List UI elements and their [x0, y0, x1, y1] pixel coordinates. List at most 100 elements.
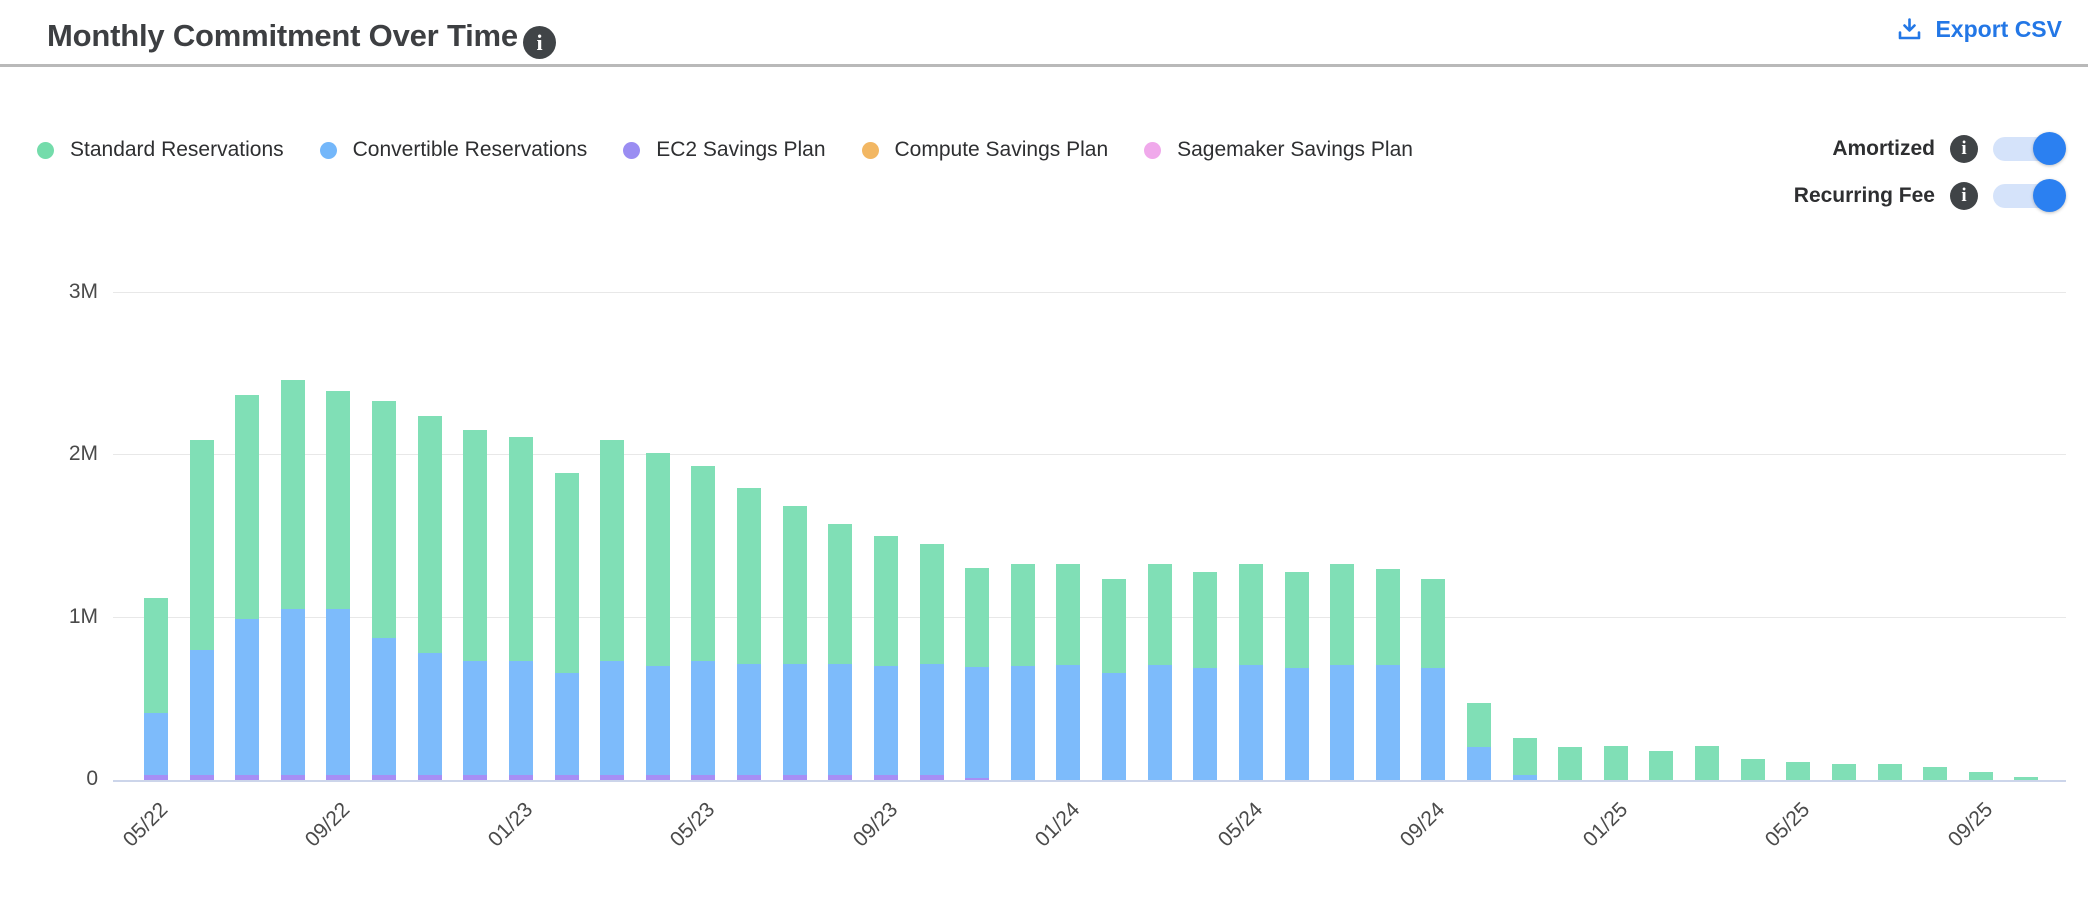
bar-segment-convertible-reservations — [554, 673, 579, 775]
legend-item-sagemaker-savings-plan[interactable]: Sagemaker Savings Plan — [1144, 136, 1413, 164]
bar-11/23[interactable] — [965, 568, 990, 780]
chart-area: 3M 2M 1M 0 05/22 09/22 01/23 05/23 09/23 01/24 05… — [0, 197, 2088, 897]
bar-segment-standard-reservations — [691, 466, 716, 661]
bar-03/23[interactable] — [600, 440, 625, 780]
bar-08/24[interactable] — [1375, 569, 1400, 780]
bar-01/24[interactable] — [1056, 564, 1081, 780]
bar-06/25[interactable] — [1831, 764, 1856, 780]
bar-segment-ec2-savings-plan — [828, 775, 853, 780]
bar-segment-ec2-savings-plan — [600, 775, 625, 780]
bar-09/22[interactable] — [326, 391, 351, 780]
amortized-toggle[interactable] — [1993, 131, 2066, 165]
bar-02/24[interactable] — [1102, 579, 1127, 780]
bar-segment-convertible-reservations — [919, 664, 944, 775]
bar-07/25[interactable] — [1877, 764, 1902, 780]
x-tick-label: 01/23 — [483, 798, 538, 852]
info-icon[interactable]: i — [1950, 181, 1978, 210]
bar-06/22[interactable] — [189, 440, 214, 780]
bar-segment-ec2-savings-plan — [691, 775, 716, 780]
bar-09/25[interactable] — [1968, 772, 1993, 780]
bar-10/25[interactable] — [2014, 777, 2039, 780]
bar-09/23[interactable] — [873, 536, 898, 780]
bar-05/22[interactable] — [144, 598, 168, 780]
bar-07/24[interactable] — [1330, 564, 1355, 780]
legend-item-label: Sagemaker Savings Plan — [1177, 138, 1413, 161]
bar-segment-standard-reservations — [1238, 564, 1263, 665]
bar-04/25[interactable] — [1740, 759, 1765, 780]
bar-segment-ec2-savings-plan — [144, 775, 168, 780]
legend-dot-icon — [319, 141, 337, 159]
bar-01/25[interactable] — [1603, 746, 1628, 780]
bar-04/23[interactable] — [645, 453, 670, 780]
bar-segment-convertible-reservations — [144, 713, 168, 775]
bar-02/23[interactable] — [554, 473, 579, 780]
bar-11/22[interactable] — [417, 416, 442, 780]
legend-item-ec2-savings-plan[interactable]: EC2 Savings Plan — [623, 136, 826, 164]
bar-segment-ec2-savings-plan — [965, 778, 990, 780]
bar-segment-standard-reservations — [600, 440, 625, 661]
x-tick-label: 09/22 — [301, 798, 355, 852]
title-info-icon[interactable]: i — [523, 26, 556, 59]
x-tick-05/23: 05/23 — [666, 798, 756, 851]
bar-segment-standard-reservations — [1375, 569, 1400, 665]
bar-08/23[interactable] — [828, 524, 853, 780]
x-tick-09/22: 09/22 — [301, 798, 391, 851]
bar-08/25[interactable] — [1923, 767, 1948, 780]
gridline-1M — [113, 616, 2066, 618]
export-csv-label: Export CSV — [1935, 16, 2062, 42]
bar-08/22[interactable] — [280, 380, 305, 780]
bar-segment-convertible-reservations — [737, 664, 762, 775]
bar-04/24[interactable] — [1193, 572, 1218, 780]
bar-02/25[interactable] — [1649, 751, 1674, 780]
x-tick-label: 09/24 — [1396, 798, 1450, 852]
bar-segment-convertible-reservations — [828, 664, 853, 775]
bar-06/24[interactable] — [1284, 572, 1309, 780]
recurring-fee-toggle[interactable] — [1993, 178, 2066, 212]
bar-06/23[interactable] — [737, 488, 762, 780]
x-tick-05/25: 05/25 — [1761, 798, 1851, 851]
bar-segment-standard-reservations — [1466, 703, 1491, 747]
bar-segment-standard-reservations — [2014, 777, 2039, 780]
bar-03/24[interactable] — [1147, 564, 1172, 780]
bar-07/22[interactable] — [235, 395, 260, 780]
bar-12/22[interactable] — [463, 430, 488, 780]
bar-segment-ec2-savings-plan — [417, 775, 442, 780]
bar-07/23[interactable] — [782, 506, 807, 780]
toggle-row-recurring-fee: Recurring Fee i — [1794, 178, 2066, 212]
bar-05/23[interactable] — [691, 466, 716, 780]
bar-03/25[interactable] — [1695, 746, 1720, 780]
plot-area — [113, 197, 2066, 782]
bar-segment-standard-reservations — [417, 416, 442, 653]
bar-segment-standard-reservations — [873, 536, 898, 666]
legend-item-standard-reservations[interactable]: Standard Reservations — [37, 136, 284, 164]
bar-segment-standard-reservations — [1284, 572, 1309, 668]
info-icon[interactable]: i — [1950, 134, 1978, 163]
bar-12/23[interactable] — [1010, 564, 1035, 780]
bar-segment-standard-reservations — [782, 506, 807, 664]
bar-09/24[interactable] — [1421, 579, 1446, 780]
bar-12/24[interactable] — [1558, 747, 1583, 780]
x-tick-01/25: 01/25 — [1579, 798, 1669, 851]
bar-segment-convertible-reservations — [1056, 665, 1081, 780]
x-tick-label: 09/23 — [848, 798, 903, 852]
bar-01/23[interactable] — [508, 437, 533, 780]
legend-item-convertible-reservations[interactable]: Convertible Reservations — [319, 136, 587, 164]
bar-segment-convertible-reservations — [326, 609, 351, 775]
bar-segment-ec2-savings-plan — [463, 775, 488, 780]
legend-item-compute-savings-plan[interactable]: Compute Savings Plan — [861, 136, 1108, 164]
bar-10/23[interactable] — [919, 544, 944, 780]
bar-segment-convertible-reservations — [1147, 665, 1172, 780]
bar-05/24[interactable] — [1238, 564, 1263, 780]
bar-11/24[interactable] — [1512, 738, 1537, 780]
header-divider — [0, 64, 2088, 67]
bar-segment-standard-reservations — [554, 473, 579, 673]
export-csv-button[interactable]: Export CSV — [1896, 16, 2062, 43]
bar-segment-convertible-reservations — [1421, 668, 1446, 780]
bar-10/24[interactable] — [1466, 703, 1491, 780]
bar-segment-convertible-reservations — [1512, 775, 1537, 780]
bar-segment-standard-reservations — [1695, 746, 1720, 780]
bar-10/22[interactable] — [372, 401, 397, 780]
bar-05/25[interactable] — [1786, 762, 1811, 780]
bar-segment-ec2-savings-plan — [508, 775, 533, 780]
toggle-knob — [2033, 131, 2066, 165]
